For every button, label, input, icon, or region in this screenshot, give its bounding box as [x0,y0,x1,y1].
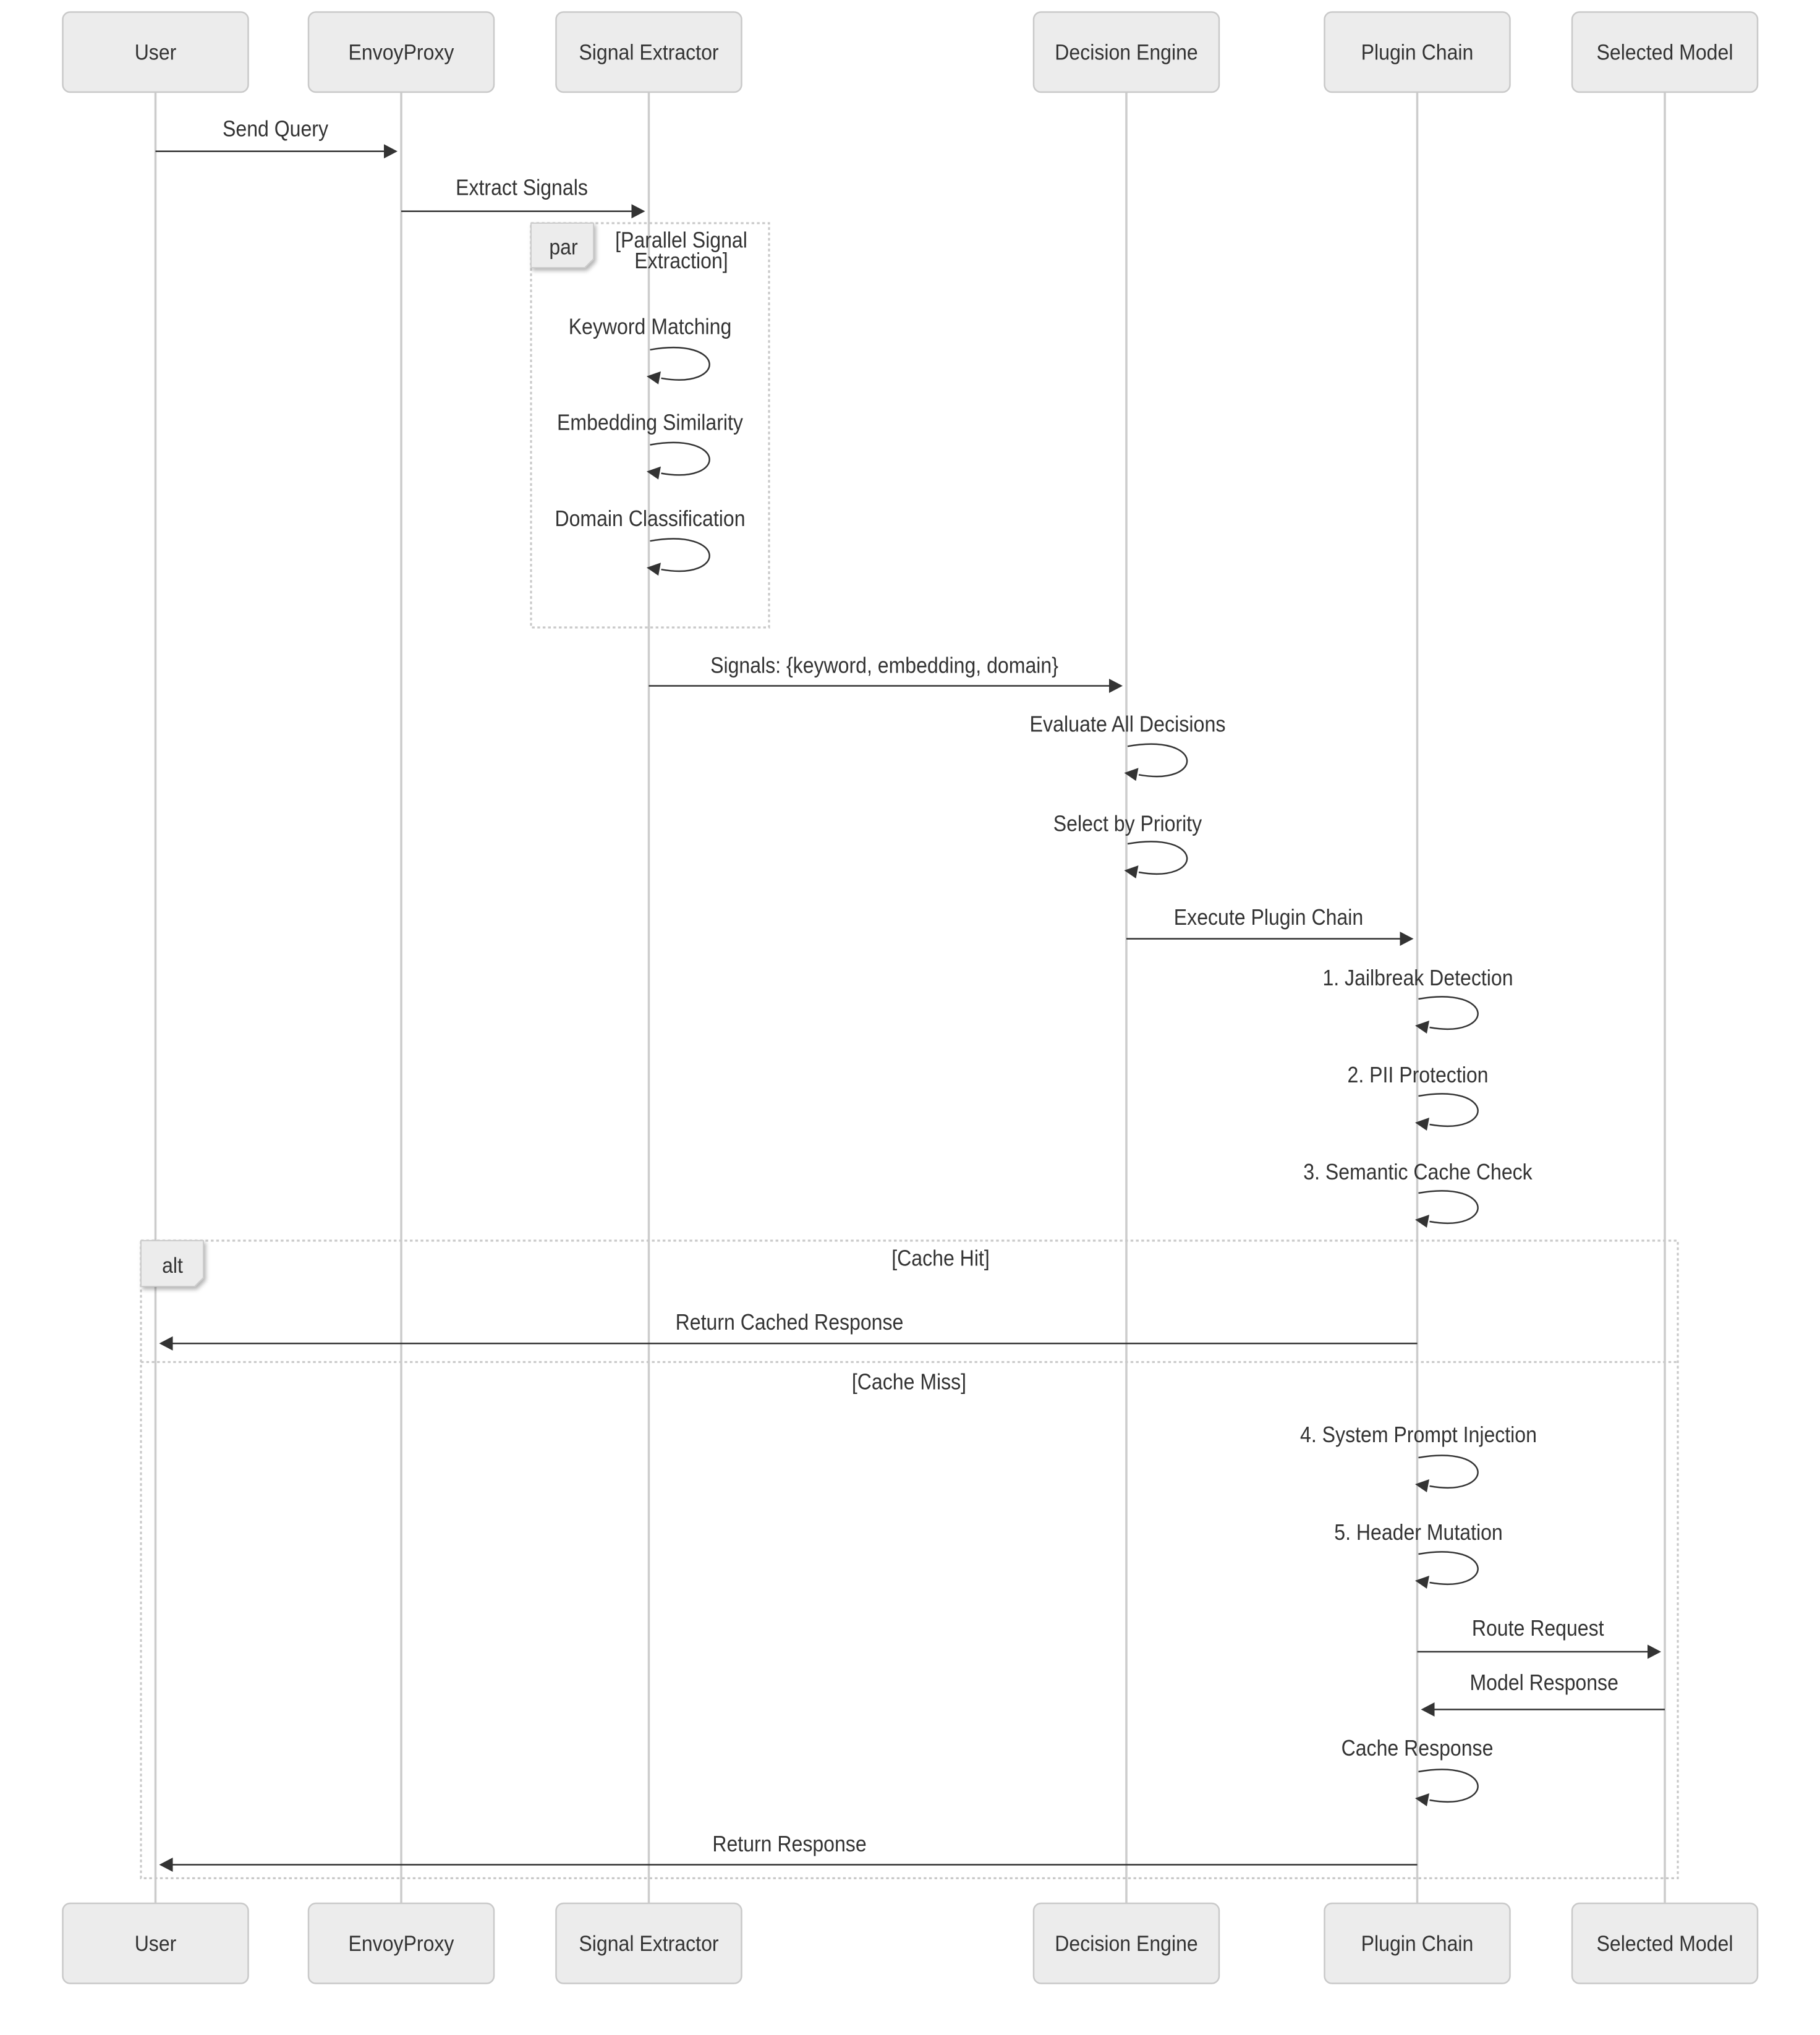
svg-text:Decision Engine: Decision Engine [1055,1932,1198,1956]
svg-text:Execute Plugin Chain: Execute Plugin Chain [1174,904,1363,930]
svg-text:Selected Model: Selected Model [1597,1932,1733,1956]
svg-text:4. System Prompt Injection: 4. System Prompt Injection [1300,1422,1537,1447]
svg-text:Return Response: Return Response [712,1831,866,1856]
svg-text:Extraction]: Extraction] [634,248,728,273]
svg-text:Evaluate All Decisions: Evaluate All Decisions [1030,711,1226,736]
svg-text:Route Request: Route Request [1472,1615,1604,1641]
svg-text:Send Query: Send Query [223,116,328,142]
svg-text:3. Semantic Cache Check: 3. Semantic Cache Check [1303,1159,1533,1184]
svg-text:5. Header Mutation: 5. Header Mutation [1334,1519,1503,1545]
svg-text:[Parallel Signal: [Parallel Signal [615,227,747,253]
svg-text:[Cache Miss]: [Cache Miss] [852,1369,966,1395]
svg-text:Domain Classification: Domain Classification [555,506,745,531]
svg-text:EnvoyProxy: EnvoyProxy [349,41,454,65]
svg-text:alt: alt [162,1254,183,1278]
svg-text:Plugin Chain: Plugin Chain [1361,1932,1474,1956]
svg-text:Select by Priority: Select by Priority [1053,811,1202,836]
svg-text:Selected Model: Selected Model [1597,41,1733,65]
svg-text:Return Cached Response: Return Cached Response [676,1309,904,1335]
svg-text:Signals: {keyword, embedding,: Signals: {keyword, embedding, domain} [710,652,1058,678]
svg-text:par: par [549,236,578,260]
svg-text:Embedding Similarity: Embedding Similarity [557,409,743,435]
svg-text:Model Response: Model Response [1470,1670,1618,1695]
svg-text:User: User [135,41,177,65]
svg-text:EnvoyProxy: EnvoyProxy [349,1932,454,1956]
svg-text:1. Jailbreak Detection: 1. Jailbreak Detection [1322,965,1513,990]
svg-text:Keyword Matching: Keyword Matching [569,314,732,339]
svg-text:Signal Extractor: Signal Extractor [579,41,719,65]
svg-text:Extract Signals: Extract Signals [456,175,588,200]
svg-text:Cache Response: Cache Response [1342,1735,1494,1761]
svg-text:User: User [135,1932,177,1956]
svg-text:2. PII Protection: 2. PII Protection [1348,1062,1489,1087]
svg-text:[Cache Hit]: [Cache Hit] [891,1246,990,1271]
svg-text:Signal Extractor: Signal Extractor [579,1932,719,1956]
svg-text:Plugin Chain: Plugin Chain [1361,41,1474,65]
svg-text:Decision Engine: Decision Engine [1055,41,1198,65]
